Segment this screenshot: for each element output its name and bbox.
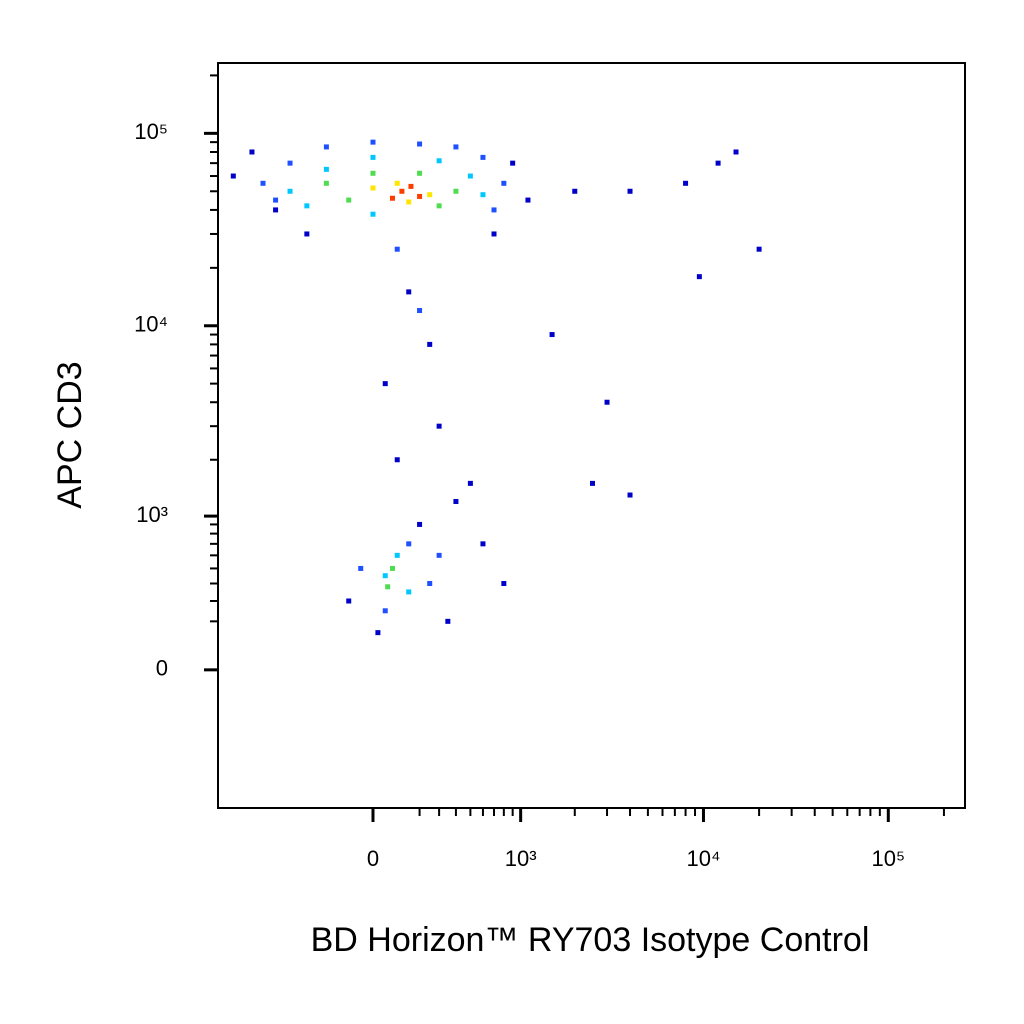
event-point — [382, 608, 388, 614]
event-point — [427, 192, 433, 198]
x-tick-label: 10³ — [505, 846, 537, 871]
event-point — [436, 423, 442, 429]
event-point — [590, 480, 596, 486]
event-point — [406, 541, 412, 547]
event-point — [406, 199, 412, 205]
event-point — [304, 231, 310, 237]
y-tick-label: 10³ — [136, 502, 168, 527]
event-point — [756, 246, 762, 252]
event-point — [491, 231, 497, 237]
event-point — [627, 492, 633, 498]
event-point — [436, 552, 442, 558]
event-point — [385, 584, 391, 590]
y-axis-title: APC CD3 — [51, 361, 89, 508]
event-point — [480, 192, 486, 198]
event-point — [445, 618, 451, 624]
x-tick-label: 0 — [367, 846, 379, 871]
event-point — [417, 521, 423, 527]
event-point — [346, 197, 352, 203]
x-tick-label: 10⁴ — [687, 846, 721, 871]
event-point — [304, 203, 310, 209]
event-point — [370, 139, 376, 145]
event-point — [696, 274, 702, 280]
y-tick-label: 10⁵ — [134, 119, 168, 144]
event-point — [436, 203, 442, 209]
event-point — [389, 195, 395, 201]
event-point — [733, 149, 739, 155]
event-point — [715, 160, 721, 166]
event-point — [346, 598, 352, 604]
event-point — [604, 399, 610, 405]
event-point — [467, 480, 473, 486]
event-point — [260, 180, 266, 186]
event-point — [417, 308, 423, 314]
event-point — [572, 188, 578, 194]
x-tick-label: 10⁵ — [871, 846, 905, 871]
event-point — [406, 589, 412, 595]
event-point — [389, 565, 395, 571]
event-point — [501, 180, 507, 186]
event-point — [683, 180, 689, 186]
event-point — [323, 144, 329, 150]
event-point — [427, 341, 433, 347]
event-point — [370, 185, 376, 191]
event-point — [453, 144, 459, 150]
event-point — [249, 149, 255, 155]
plot-frame — [217, 62, 966, 809]
event-point — [453, 498, 459, 504]
event-point — [436, 158, 442, 164]
event-point — [467, 173, 473, 179]
event-point — [323, 180, 329, 186]
event-point — [510, 160, 516, 166]
y-tick-label: 0 — [156, 656, 168, 681]
event-point — [394, 246, 400, 252]
event-point — [273, 207, 279, 213]
event-point — [491, 207, 497, 213]
event-point — [370, 211, 376, 217]
event-point — [370, 170, 376, 176]
x-axis-title: BD Horizon™ RY703 Isotype Control — [311, 921, 870, 959]
y-tick-label: 10⁴ — [134, 312, 168, 337]
event-point — [394, 457, 400, 463]
event-point — [501, 581, 507, 587]
event-point — [627, 188, 633, 194]
event-point — [417, 170, 423, 176]
event-point — [382, 381, 388, 387]
event-point — [394, 552, 400, 558]
event-point — [358, 565, 364, 571]
event-point — [417, 141, 423, 147]
event-point — [323, 166, 329, 172]
event-point — [406, 289, 412, 295]
event-point — [417, 193, 423, 199]
event-point — [375, 630, 381, 636]
event-point — [394, 180, 400, 186]
event-point — [399, 188, 405, 194]
event-point — [549, 332, 555, 338]
event-point — [273, 197, 279, 203]
event-point — [525, 197, 531, 203]
event-point — [427, 581, 433, 587]
event-point — [287, 160, 293, 166]
event-point — [480, 541, 486, 547]
event-point — [287, 188, 293, 194]
event-point — [382, 573, 388, 579]
event-point — [453, 188, 459, 194]
event-point — [480, 154, 486, 160]
event-point — [230, 173, 236, 179]
event-point — [408, 183, 414, 189]
event-point — [370, 154, 376, 160]
